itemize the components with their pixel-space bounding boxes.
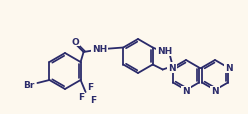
Text: F: F [88,82,94,91]
Text: NH: NH [92,45,107,54]
Text: Br: Br [23,80,34,89]
Text: N: N [182,87,190,96]
Text: O: O [72,37,79,46]
Text: F: F [91,96,97,105]
Text: F: F [79,93,85,102]
Text: N: N [225,63,233,72]
Text: NH: NH [157,47,172,56]
Text: N: N [168,63,176,72]
Text: N: N [211,87,219,96]
